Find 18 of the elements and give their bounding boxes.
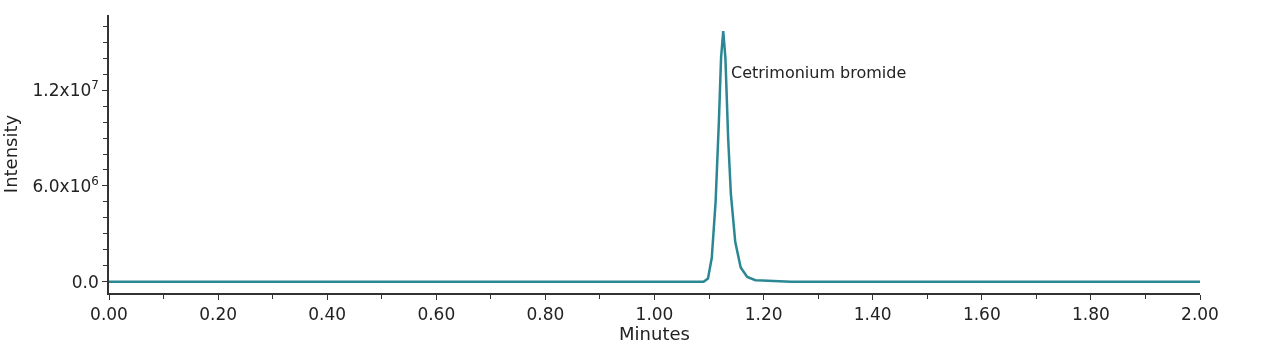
x-tick-label: 0.80 <box>526 304 565 325</box>
annotation: Cetrimonium bromide <box>731 63 907 82</box>
x-tick-label: 0.40 <box>308 304 347 325</box>
x-tick-label: 2.00 <box>1181 304 1219 325</box>
line-series <box>109 29 1200 284</box>
x-axis-title: Minutes <box>619 323 690 344</box>
x-tick-label: 1.00 <box>635 304 674 325</box>
y-tick-label: 6.0x10$^{6}$ <box>32 173 99 196</box>
y-tick-label: 1.2x10$^{7}$ <box>32 77 99 101</box>
x-tick-label: 1.40 <box>853 304 892 325</box>
y-tick-label: 0.0 <box>71 271 99 292</box>
x-tick-label: 0.60 <box>417 304 456 325</box>
x-tick-label: 1.80 <box>1071 304 1110 325</box>
x-tick-label: 0.00 <box>90 304 128 325</box>
x-tick-label: 0.20 <box>199 304 238 325</box>
y-axis-title: Intensity <box>0 114 21 194</box>
x-tick-label: 1.60 <box>962 304 1001 325</box>
x-tick-label: 1.20 <box>744 304 783 325</box>
